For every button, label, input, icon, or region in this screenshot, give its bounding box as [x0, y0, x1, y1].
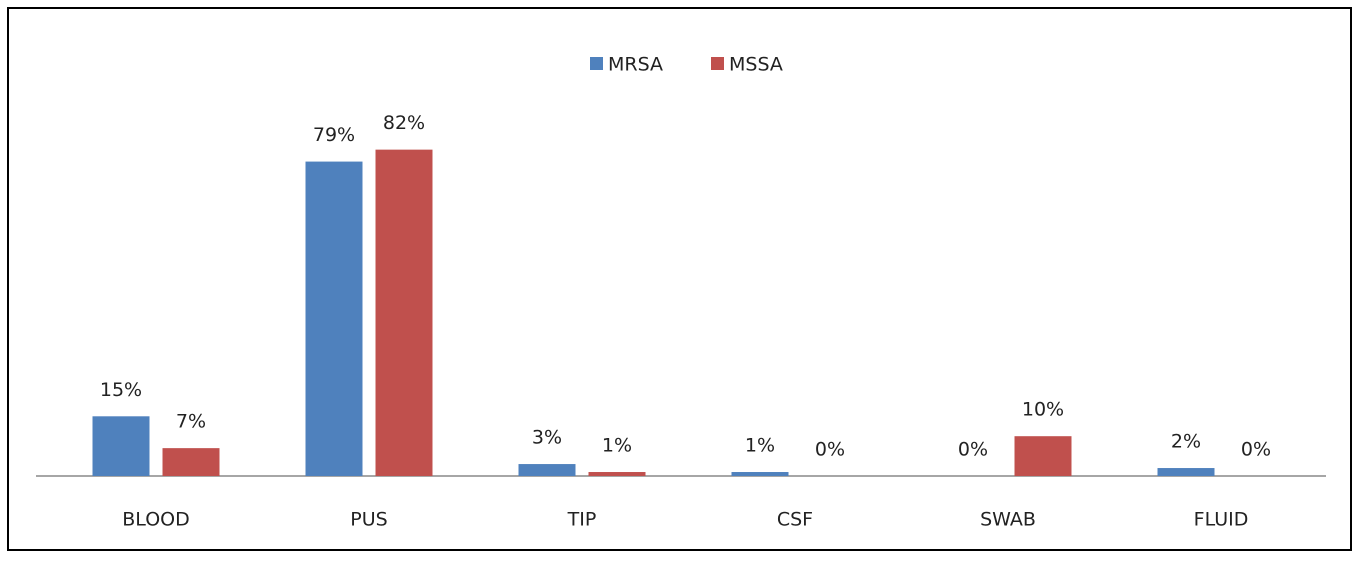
- x-tick-label: CSF: [777, 509, 813, 531]
- x-tick-label: FLUID: [1194, 509, 1249, 531]
- data-label: 15%: [100, 379, 142, 401]
- data-label: 2%: [1171, 431, 1201, 453]
- data-label: 1%: [745, 435, 775, 457]
- data-label: 79%: [313, 124, 355, 146]
- data-label: 0%: [958, 439, 988, 461]
- bar: [375, 149, 433, 476]
- legend-label: MSSA: [729, 54, 783, 76]
- x-tick-label: BLOOD: [122, 509, 189, 531]
- data-label: 0%: [815, 439, 845, 461]
- data-label: 82%: [383, 112, 425, 134]
- chart-frame: [7, 7, 1352, 551]
- bar: [518, 464, 576, 476]
- data-label: 7%: [176, 411, 206, 433]
- bar: [1157, 468, 1215, 476]
- x-tick-label: PUS: [350, 509, 387, 531]
- bar: [1014, 436, 1072, 476]
- bar: [162, 448, 220, 476]
- legend-swatch: [590, 57, 603, 70]
- legend-label: MRSA: [608, 54, 663, 76]
- bar: [731, 472, 789, 476]
- bar: [305, 161, 363, 476]
- legend-swatch: [711, 57, 724, 70]
- x-tick-label: SWAB: [980, 509, 1036, 531]
- bar: [588, 472, 646, 476]
- data-label: 0%: [1241, 439, 1271, 461]
- bar: [92, 416, 150, 476]
- data-label: 10%: [1022, 399, 1064, 421]
- data-label: 1%: [602, 435, 632, 457]
- x-tick-label: TIP: [567, 509, 597, 531]
- data-label: 3%: [532, 427, 562, 449]
